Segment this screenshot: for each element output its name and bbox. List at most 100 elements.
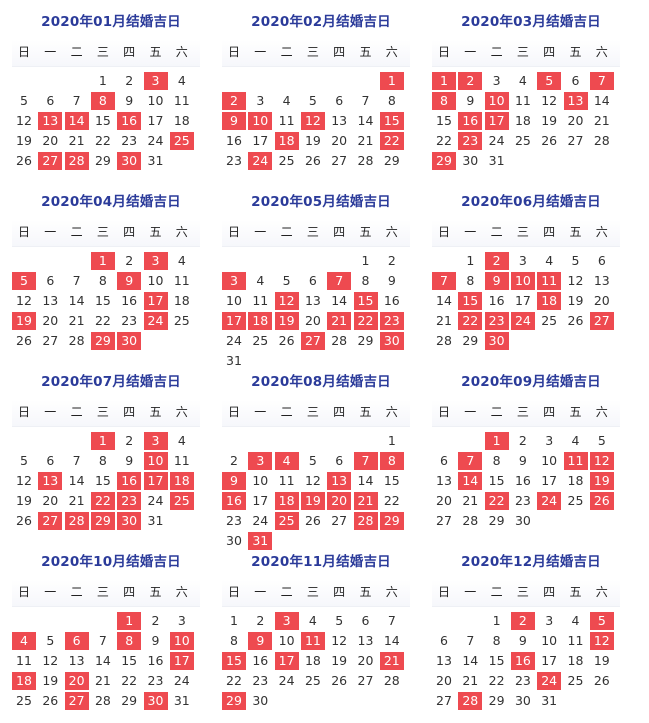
day-cell: 26 [541,133,558,148]
day-cell: 16 [226,133,242,148]
auspicious-day-cell: 22 [353,312,378,330]
weekday-header: 日一二三四五六 [222,220,410,247]
day-cell: 28 [331,333,348,348]
month-title: 2020年08月结婚吉日 [251,374,391,390]
weekday-header: 日一二三四五六 [12,220,200,247]
auspicious-day-cell: 27 [38,512,63,530]
day-cell: 5 [308,93,317,108]
day-cell: 14 [68,473,85,488]
day-cell: 16 [514,473,531,488]
day-cell: 6 [46,93,55,108]
auspicious-day-cell: 15 [222,652,246,670]
day-cell: 9 [387,273,396,288]
day-cell: 10 [147,273,164,288]
day-cell: 26 [567,313,584,328]
day-cell: 13 [436,473,452,488]
day-cell: 4 [177,433,186,448]
day-cell: 24 [488,133,505,148]
auspicious-day-cell: 9 [248,632,273,650]
weekday-label: 四 [543,585,556,599]
day-cell: 2 [256,613,265,628]
month-title: 2020年05月结婚吉日 [251,194,391,210]
weekday-label: 一 [44,45,57,59]
auspicious-day-cell: 3 [143,432,168,450]
weekday-label: 三 [96,585,109,599]
day-cell: 28 [94,693,111,708]
day-cell: 27 [331,513,348,528]
weekday-header: 日一二三四五六 [432,220,620,247]
weekday-header: 日一二三四五六 [432,40,620,67]
weekday-label: 三 [96,405,109,419]
auspicious-day-cell: 1 [90,252,115,270]
day-cell: 22 [383,493,400,508]
day-cell: 11 [16,653,32,668]
month-title: 2020年09月结婚吉日 [461,374,601,390]
day-cell: 13 [42,293,59,308]
day-cell: 8 [230,633,238,648]
day-cell: 30 [514,513,531,528]
weekday-label: 五 [569,585,582,599]
month-title: 2020年02月结婚吉日 [251,14,391,30]
weekday-label: 四 [333,45,346,59]
day-cell: 17 [252,493,269,508]
weekday-label: 四 [543,225,556,239]
day-cell: 3 [177,613,186,628]
weekday-label: 三 [306,405,319,419]
auspicious-day-cell: 22 [379,132,404,150]
month-calendar: 2020年05月结婚吉日日一二三四五六 1 2 3 4 5 6 7 8 9 10 11 12 13 14 15… [222,188,420,368]
day-cell: 1 [492,613,501,628]
day-cell: 1 [466,253,475,268]
day-cell: 20 [357,653,374,668]
day-cell: 12 [16,473,32,488]
day-cell: 19 [541,113,558,128]
auspicious-day-cell: 1 [432,72,456,90]
day-cell: 26 [16,153,32,168]
day-cell: 15 [121,653,138,668]
weekday-label: 二 [280,405,293,419]
auspicious-day-cell: 15 [353,292,378,310]
day-cell: 14 [94,653,111,668]
weekday-label: 四 [333,225,346,239]
auspicious-day-cell: 7 [458,452,483,470]
weekday-label: 日 [227,45,240,59]
auspicious-day-cell: 15 [379,112,404,130]
weekday-label: 日 [227,405,240,419]
day-cell: 22 [94,313,111,328]
weekday-label: 六 [175,585,188,599]
day-cell: 15 [383,473,400,488]
auspicious-day-cell: 18 [248,312,273,330]
day-cell: 21 [436,313,452,328]
day-cell: 20 [567,113,584,128]
auspicious-day-cell: 28 [64,152,89,170]
weekday-label: 一 [464,405,477,419]
auspicious-day-cell: 30 [379,332,404,350]
auspicious-day-cell: 29 [379,512,404,530]
day-cell: 4 [256,273,265,288]
day-cell: 2 [518,433,527,448]
auspicious-day-cell: 23 [458,132,483,150]
day-cell: 10 [541,453,558,468]
day-cell: 9 [518,453,527,468]
day-cell: 21 [593,113,610,128]
month-calendar: 2020年02月结婚吉日日一二三四五六 1 2 3 4 5 6 7 8 9 10 11 12 13 14 15… [222,8,420,183]
auspicious-day-cell: 18 [274,492,299,510]
day-cell: 13 [304,293,321,308]
day-cell: 7 [387,613,396,628]
day-cell: 2 [125,433,134,448]
day-cell: 5 [20,93,28,108]
day-cell: 27 [567,133,584,148]
auspicious-day-cell: 13 [327,472,352,490]
day-cell: 14 [331,293,348,308]
weekday-label: 四 [543,45,556,59]
day-cell: 29 [383,153,400,168]
auspicious-day-cell: 30 [484,332,509,350]
day-cell: 20 [331,133,348,148]
weekday-label: 六 [385,405,398,419]
month-calendar: 2020年01月结婚吉日日一二三四五六 1 2 3 4 5 6 7 8 9 10 11 12 13 14 15… [12,8,210,183]
day-cell: 3 [518,253,527,268]
weekday-label: 六 [175,225,188,239]
auspicious-day-cell: 25 [274,512,299,530]
day-cell: 2 [125,253,134,268]
day-cell: 29 [488,513,505,528]
day-cell: 25 [567,493,584,508]
